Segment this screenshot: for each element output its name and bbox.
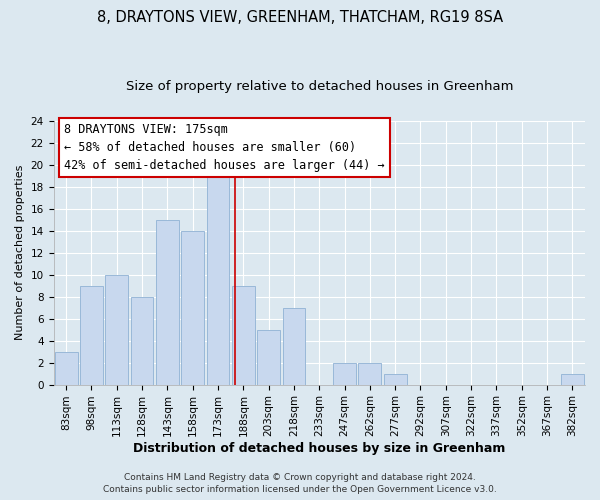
Text: Contains HM Land Registry data © Crown copyright and database right 2024.
Contai: Contains HM Land Registry data © Crown c… <box>103 472 497 494</box>
X-axis label: Distribution of detached houses by size in Greenham: Distribution of detached houses by size … <box>133 442 505 455</box>
Bar <box>206 176 229 384</box>
Bar <box>283 308 305 384</box>
Bar <box>106 274 128 384</box>
Y-axis label: Number of detached properties: Number of detached properties <box>15 165 25 340</box>
Bar <box>156 220 179 384</box>
Text: 8, DRAYTONS VIEW, GREENHAM, THATCHAM, RG19 8SA: 8, DRAYTONS VIEW, GREENHAM, THATCHAM, RG… <box>97 10 503 25</box>
Bar <box>131 296 154 384</box>
Title: Size of property relative to detached houses in Greenham: Size of property relative to detached ho… <box>125 80 513 93</box>
Text: 8 DRAYTONS VIEW: 175sqm
← 58% of detached houses are smaller (60)
42% of semi-de: 8 DRAYTONS VIEW: 175sqm ← 58% of detache… <box>64 123 385 172</box>
Bar <box>333 362 356 384</box>
Bar <box>257 330 280 384</box>
Bar <box>384 374 407 384</box>
Bar <box>358 362 381 384</box>
Bar <box>561 374 584 384</box>
Bar <box>181 230 204 384</box>
Bar <box>232 286 255 384</box>
Bar <box>80 286 103 384</box>
Bar <box>55 352 77 384</box>
